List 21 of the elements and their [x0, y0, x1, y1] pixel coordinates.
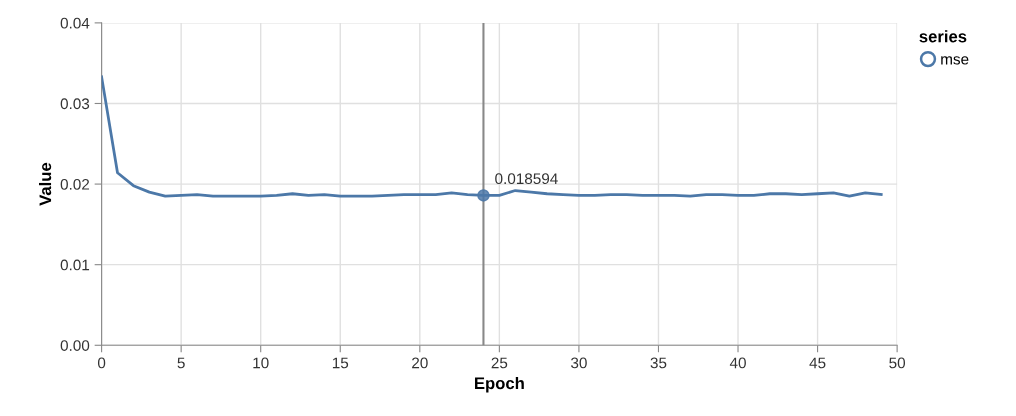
y-tick-label: 0.02: [60, 178, 90, 190]
y-axis-title: Value: [38, 162, 52, 206]
x-tick-label: 0: [97, 357, 106, 369]
y-tick-label: 0.00: [60, 340, 90, 351]
x-tick-label: 15: [332, 357, 349, 369]
y-tick-label: 0.03: [60, 98, 90, 110]
annotation: 0.018594: [495, 173, 558, 185]
x-tick-label: 20: [412, 357, 428, 369]
x-tick-label: 10: [253, 357, 269, 369]
x-tick-label: 25: [491, 357, 508, 369]
x-tick-label: 40: [729, 357, 746, 369]
legend-label: mse: [941, 56, 969, 65]
x-tick-label: 30: [571, 357, 587, 369]
y-tick-label: 0.04: [60, 17, 90, 29]
legend-title: series: [919, 30, 967, 43]
x-tick-label: 35: [650, 357, 667, 369]
x-tick-label: 50: [889, 357, 906, 369]
x-tick-label: 45: [809, 357, 826, 369]
x-axis-title: Epoch: [475, 376, 524, 393]
x-tick-label: 5: [177, 357, 185, 369]
y-tick-label: 0.01: [60, 259, 90, 271]
